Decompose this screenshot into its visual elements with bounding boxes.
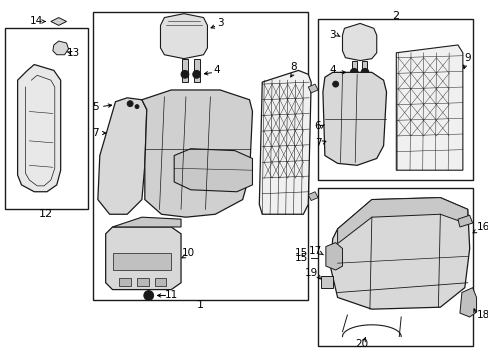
Text: 9: 9: [464, 53, 470, 63]
Circle shape: [349, 68, 357, 76]
Text: 4: 4: [213, 66, 220, 75]
Text: 20: 20: [355, 339, 368, 350]
Bar: [93, 12, 307, 300]
Polygon shape: [457, 215, 472, 227]
Text: 15: 15: [294, 248, 307, 258]
Polygon shape: [112, 253, 171, 270]
Text: 2: 2: [391, 10, 398, 21]
Text: 14: 14: [29, 17, 43, 27]
Polygon shape: [459, 288, 476, 317]
Polygon shape: [325, 243, 342, 270]
Polygon shape: [137, 278, 148, 286]
Text: 8: 8: [290, 63, 296, 72]
Text: 1: 1: [197, 300, 203, 310]
Polygon shape: [322, 72, 386, 165]
Polygon shape: [259, 71, 310, 214]
Circle shape: [332, 81, 338, 87]
Circle shape: [192, 71, 200, 78]
Polygon shape: [98, 98, 146, 214]
Bar: [317, 188, 472, 346]
Circle shape: [143, 291, 153, 300]
Polygon shape: [154, 278, 166, 286]
Text: 16: 16: [476, 222, 488, 232]
Text: 4: 4: [329, 66, 335, 75]
Polygon shape: [361, 60, 366, 80]
Text: 10: 10: [182, 248, 195, 258]
Text: 11: 11: [164, 291, 178, 301]
Polygon shape: [320, 276, 332, 288]
Text: 19: 19: [304, 268, 317, 278]
Text: 6: 6: [314, 121, 321, 131]
Text: 3: 3: [329, 30, 335, 40]
Text: 5: 5: [92, 102, 99, 112]
Circle shape: [127, 101, 133, 107]
Polygon shape: [105, 227, 181, 289]
Circle shape: [360, 68, 368, 76]
Text: 3: 3: [216, 18, 223, 28]
Text: 17: 17: [308, 247, 321, 256]
Polygon shape: [307, 192, 317, 201]
Text: 15: 15: [294, 253, 307, 263]
Polygon shape: [142, 90, 252, 217]
Text: 7: 7: [92, 128, 99, 138]
Polygon shape: [174, 149, 252, 192]
Polygon shape: [119, 278, 131, 286]
Circle shape: [135, 105, 139, 109]
Polygon shape: [193, 59, 199, 82]
Polygon shape: [307, 84, 317, 93]
Polygon shape: [342, 23, 376, 60]
Circle shape: [181, 71, 188, 78]
Polygon shape: [53, 41, 68, 55]
Polygon shape: [351, 60, 356, 80]
Text: 7: 7: [314, 138, 321, 148]
Polygon shape: [330, 198, 469, 309]
Polygon shape: [18, 64, 61, 192]
Polygon shape: [337, 198, 467, 244]
Bar: [317, 18, 472, 180]
Text: 12: 12: [39, 209, 53, 219]
Polygon shape: [182, 59, 187, 82]
Polygon shape: [395, 45, 462, 170]
Bar: [5, 28, 88, 210]
Polygon shape: [160, 14, 207, 59]
Polygon shape: [112, 217, 181, 227]
Text: 13: 13: [67, 48, 80, 58]
Polygon shape: [51, 18, 66, 26]
Text: 18: 18: [476, 310, 488, 320]
